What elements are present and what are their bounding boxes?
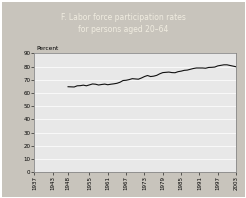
- Text: Percent: Percent: [36, 46, 59, 51]
- Text: F. Labor force participation rates
for persons aged 20–64: F. Labor force participation rates for p…: [61, 13, 185, 34]
